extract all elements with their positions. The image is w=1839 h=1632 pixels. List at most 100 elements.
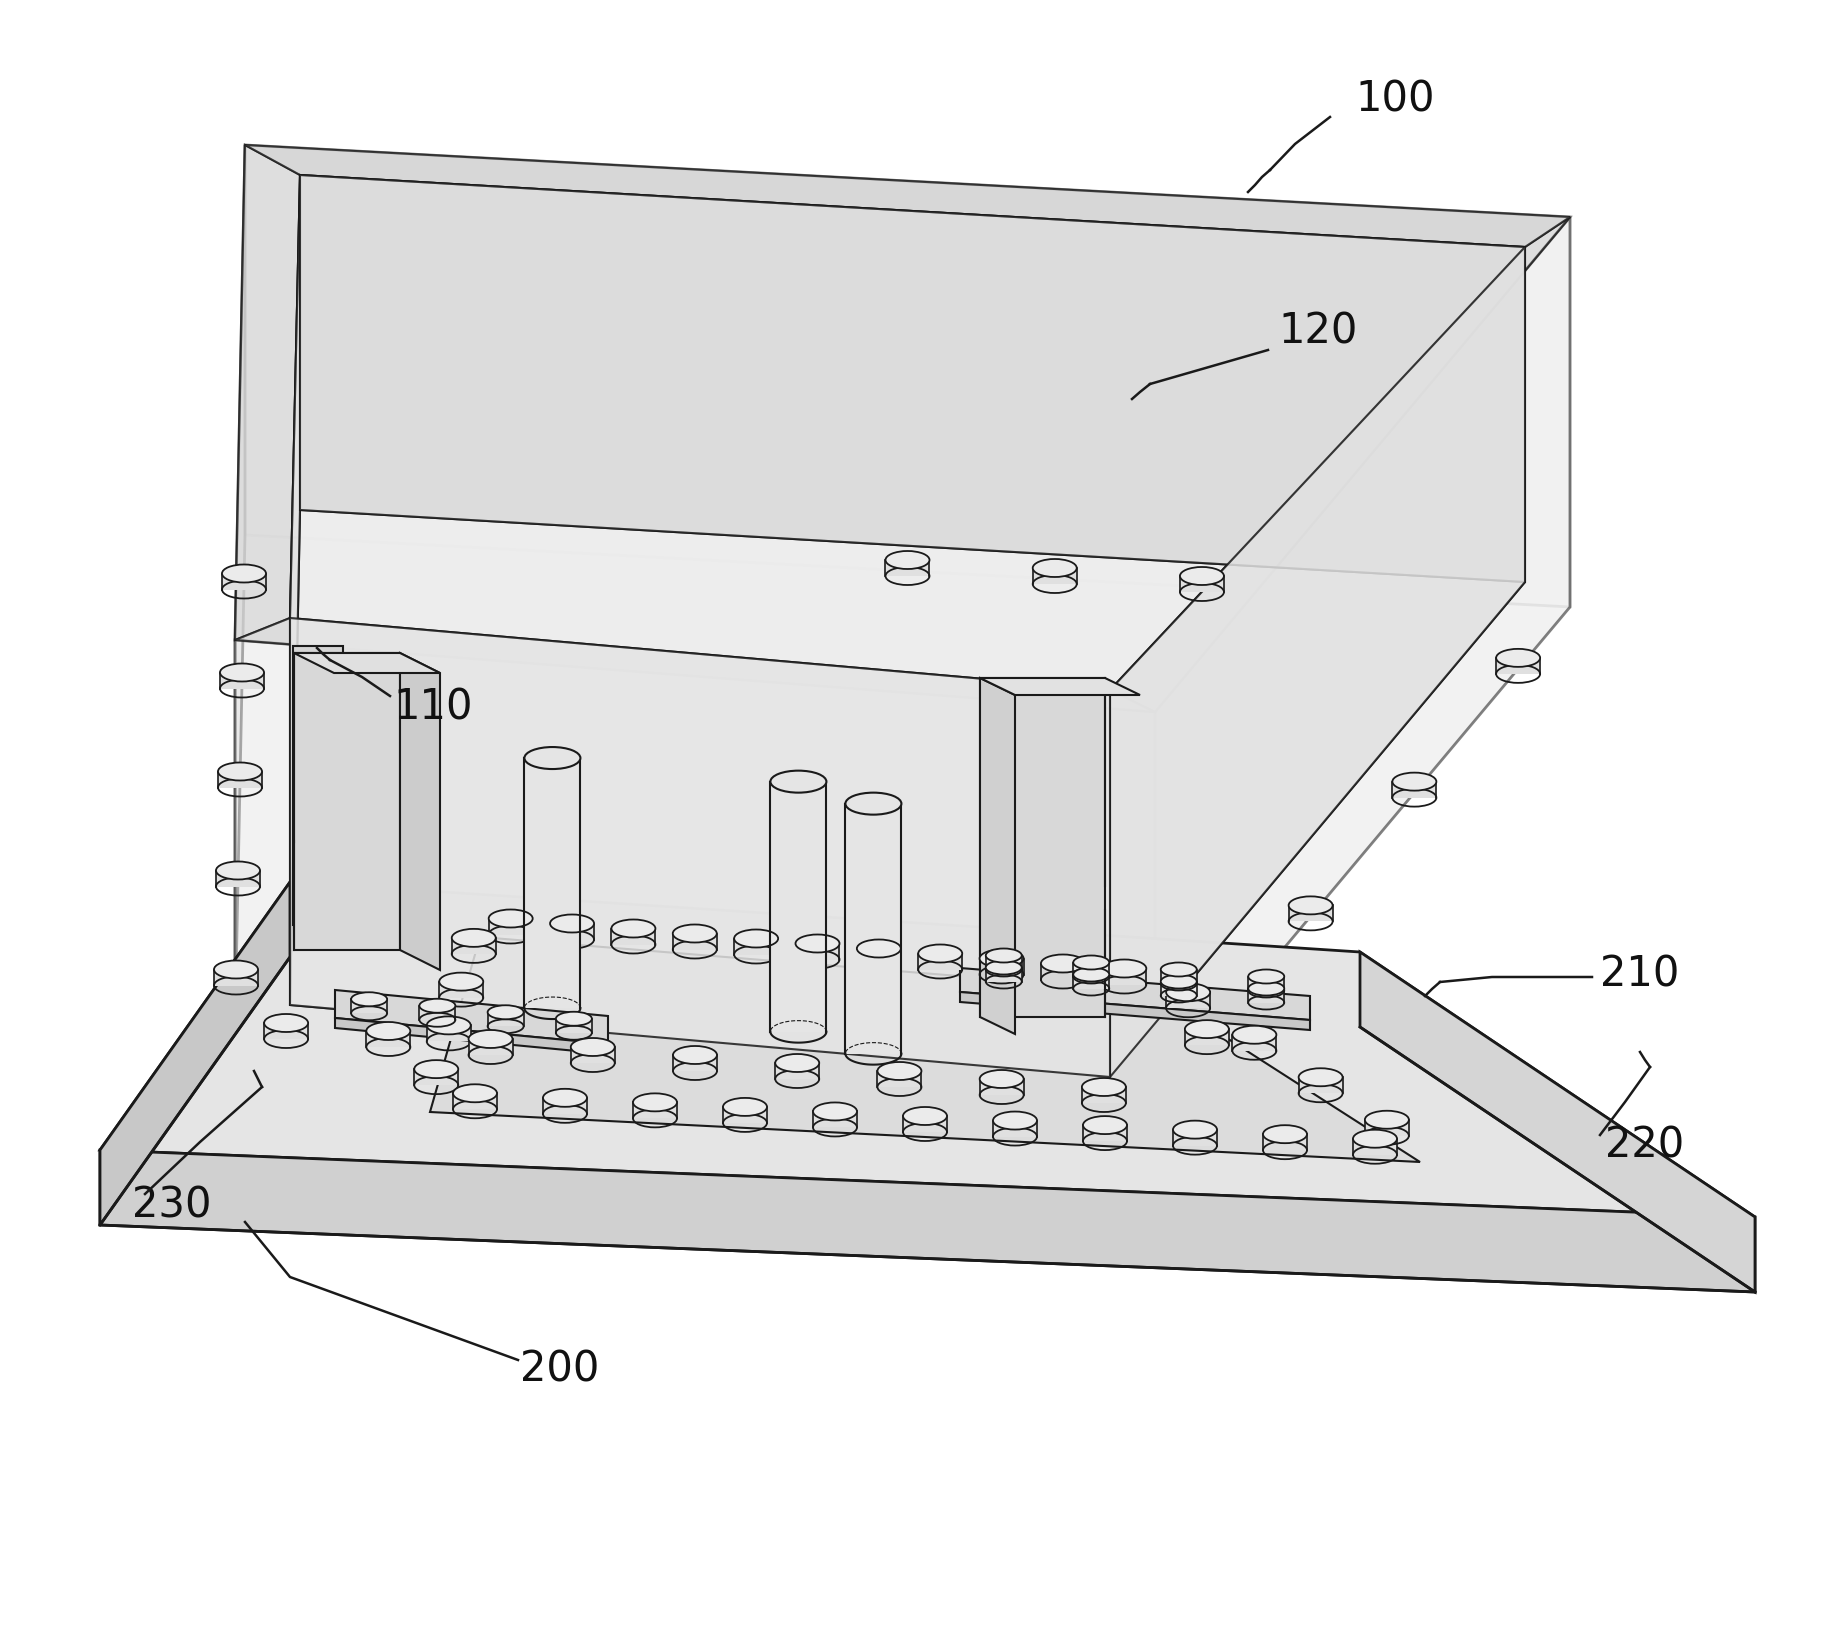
- Ellipse shape: [1072, 968, 1109, 981]
- Polygon shape: [960, 992, 1309, 1030]
- Polygon shape: [265, 1023, 307, 1040]
- Ellipse shape: [543, 1089, 587, 1106]
- Polygon shape: [294, 653, 399, 950]
- Text: 120: 120: [1278, 312, 1357, 353]
- Ellipse shape: [885, 552, 929, 570]
- Polygon shape: [217, 772, 261, 788]
- Polygon shape: [221, 672, 263, 689]
- Ellipse shape: [489, 909, 533, 927]
- Polygon shape: [335, 1018, 607, 1054]
- Polygon shape: [399, 653, 440, 969]
- Ellipse shape: [550, 914, 594, 932]
- Polygon shape: [1160, 969, 1195, 984]
- Polygon shape: [291, 509, 1525, 1077]
- Polygon shape: [430, 937, 1420, 1162]
- Ellipse shape: [1287, 896, 1331, 914]
- Polygon shape: [1083, 1124, 1125, 1141]
- Polygon shape: [489, 919, 533, 935]
- Polygon shape: [215, 870, 259, 886]
- Ellipse shape: [986, 961, 1021, 974]
- Polygon shape: [1102, 968, 1146, 984]
- Polygon shape: [633, 1102, 677, 1118]
- Polygon shape: [414, 1069, 458, 1085]
- Ellipse shape: [611, 919, 655, 937]
- Ellipse shape: [771, 770, 826, 793]
- Polygon shape: [1173, 1129, 1216, 1146]
- Polygon shape: [978, 1079, 1022, 1095]
- Ellipse shape: [1365, 1111, 1409, 1129]
- Polygon shape: [1359, 951, 1754, 1293]
- Ellipse shape: [1072, 955, 1109, 969]
- Polygon shape: [1247, 976, 1284, 991]
- Polygon shape: [1041, 963, 1085, 979]
- Polygon shape: [1155, 217, 1569, 1102]
- Ellipse shape: [215, 862, 259, 880]
- Polygon shape: [440, 981, 484, 997]
- Polygon shape: [99, 881, 291, 1226]
- Ellipse shape: [223, 565, 267, 583]
- Polygon shape: [1184, 1030, 1228, 1044]
- Polygon shape: [1109, 246, 1525, 1077]
- Polygon shape: [550, 924, 594, 940]
- Polygon shape: [335, 991, 607, 1044]
- Polygon shape: [245, 145, 1569, 246]
- Ellipse shape: [1232, 1027, 1276, 1044]
- Polygon shape: [452, 938, 495, 953]
- Ellipse shape: [221, 664, 263, 682]
- Polygon shape: [570, 1048, 614, 1062]
- Ellipse shape: [993, 1111, 1037, 1129]
- Polygon shape: [918, 953, 962, 969]
- Ellipse shape: [427, 1017, 471, 1035]
- Polygon shape: [1160, 981, 1195, 996]
- Polygon shape: [980, 677, 1105, 1017]
- Polygon shape: [1287, 906, 1331, 922]
- Text: 200: 200: [520, 1350, 600, 1390]
- Ellipse shape: [1166, 982, 1210, 1002]
- Ellipse shape: [1247, 981, 1284, 996]
- Polygon shape: [419, 1005, 454, 1020]
- Ellipse shape: [877, 1062, 921, 1080]
- Ellipse shape: [1184, 1020, 1228, 1038]
- Polygon shape: [1032, 568, 1076, 584]
- Ellipse shape: [978, 1071, 1022, 1089]
- Polygon shape: [1109, 217, 1569, 712]
- Ellipse shape: [903, 1106, 947, 1124]
- Polygon shape: [993, 1121, 1037, 1136]
- Ellipse shape: [452, 929, 495, 947]
- Ellipse shape: [1083, 1116, 1125, 1134]
- Polygon shape: [555, 1018, 592, 1033]
- Polygon shape: [235, 619, 1155, 712]
- Polygon shape: [291, 175, 300, 1005]
- Polygon shape: [980, 677, 1140, 695]
- Polygon shape: [1166, 992, 1210, 1009]
- Polygon shape: [885, 560, 929, 576]
- Text: 100: 100: [1354, 78, 1434, 121]
- Polygon shape: [980, 677, 1015, 1035]
- Text: 220: 220: [1604, 1124, 1683, 1165]
- Polygon shape: [292, 646, 342, 925]
- Polygon shape: [524, 757, 579, 1009]
- Ellipse shape: [794, 935, 839, 953]
- Ellipse shape: [1173, 1121, 1216, 1139]
- Polygon shape: [99, 881, 1754, 1217]
- Ellipse shape: [1392, 772, 1436, 790]
- Polygon shape: [673, 934, 717, 950]
- Polygon shape: [1262, 1134, 1306, 1151]
- Ellipse shape: [774, 1054, 818, 1072]
- Ellipse shape: [414, 1061, 458, 1079]
- Polygon shape: [611, 929, 655, 945]
- Polygon shape: [857, 948, 901, 965]
- Polygon shape: [1247, 989, 1284, 1002]
- Polygon shape: [771, 782, 826, 1031]
- Polygon shape: [213, 969, 257, 986]
- Polygon shape: [291, 619, 1109, 1077]
- Polygon shape: [235, 640, 1155, 1102]
- Polygon shape: [794, 943, 839, 960]
- Ellipse shape: [723, 1098, 767, 1116]
- Ellipse shape: [673, 1046, 717, 1064]
- Ellipse shape: [1179, 566, 1223, 584]
- Ellipse shape: [1495, 650, 1539, 667]
- Polygon shape: [351, 999, 386, 1013]
- Polygon shape: [986, 968, 1021, 981]
- Ellipse shape: [440, 973, 484, 991]
